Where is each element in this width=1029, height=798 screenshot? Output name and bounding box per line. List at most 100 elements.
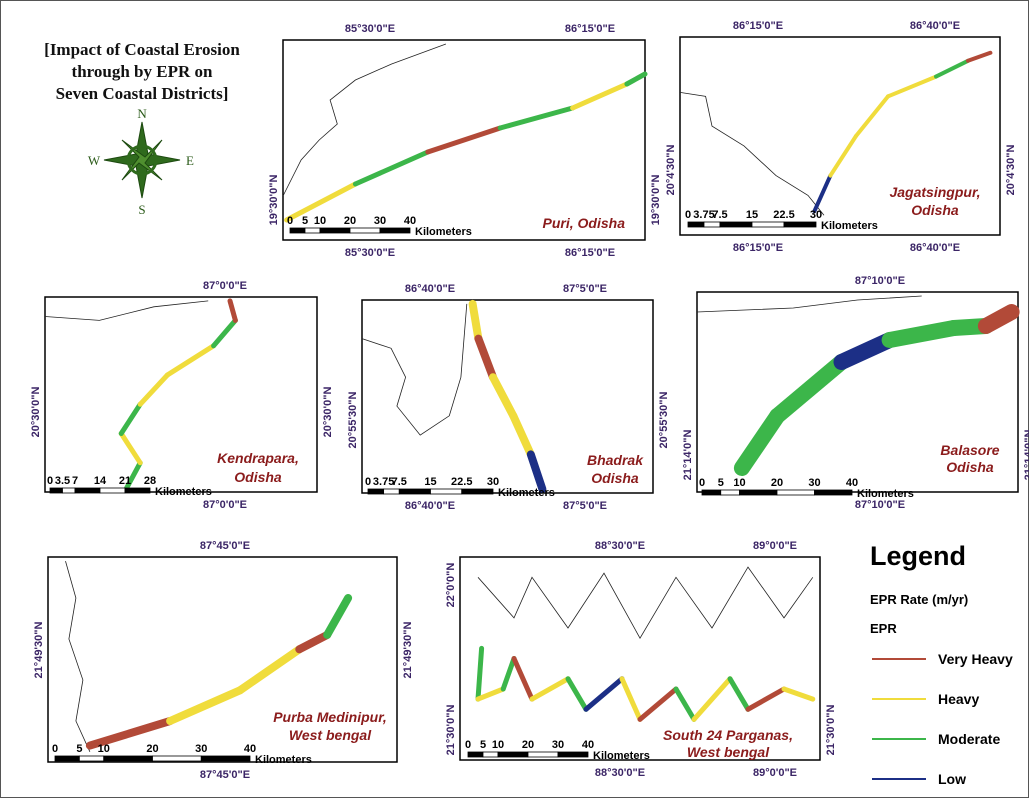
scale-label: 0 [365,476,371,488]
scale-bar-segment [688,222,704,227]
longitude-label: 87°5'0"E [563,500,607,512]
latitude-label: 21°30'0"N [825,705,837,756]
legend-title: Legend [870,541,966,571]
scale-bar-segment [125,488,150,493]
map-panel: 87°45'0"E87°45'0"E21°49'30"N21°49'30"N05… [33,540,414,781]
scale-bar-segment [305,228,320,233]
scale-label: 3.5 [55,475,70,487]
longitude-label: 85°30'0"E [345,23,395,35]
longitude-label: 86°40'0"E [910,242,960,254]
scale-label: 7 [72,475,78,487]
district-name: Puri, Odisha [543,215,626,231]
longitude-label: 88°30'0"E [595,540,645,552]
map-panel: 88°30'0"E89°0'0"E88°30'0"E89°0'0"E22°0'0… [445,540,837,779]
legend-label: Very Heavy [938,651,1013,667]
district-name: Bhadrak [587,452,644,468]
map-panel: 87°0'0"E87°0'0"E20°30'0"N20°30'0"N03.571… [30,280,334,511]
scale-bar-segment [431,489,462,494]
scale-bar-segment [702,490,721,495]
scale-label: 0 [287,215,293,227]
longitude-label: 86°40'0"E [405,283,455,295]
scale-label: 20 [771,477,783,489]
district-name: West bengal [289,727,372,743]
scale-label: 0 [465,739,471,751]
scale-bar-segment [290,228,305,233]
scale-bar-segment [399,489,430,494]
district-name: Odisha [591,470,639,486]
scale-bar-segment [528,752,558,757]
latitude-label: 21°30'0"N [445,705,457,756]
compass-label: N [137,106,147,121]
scale-unit: Kilometers [821,220,878,232]
scale-bar-segment [368,489,384,494]
latitude-label: 20°55'30"N [347,392,359,449]
scale-unit: Kilometers [857,488,914,500]
latitude-label: 20°4'30"N [665,145,677,196]
scale-bar-segment [721,490,740,495]
longitude-label: 86°15'0"E [565,247,615,259]
legend-label: Moderate [938,731,1000,747]
district-name: Balasore [940,442,999,458]
district-name: Odisha [911,202,959,218]
scale-unit: Kilometers [155,486,212,498]
latitude-label: 20°30'0"N [322,387,334,438]
scale-label: 30 [195,743,207,755]
scale-bar-segment [104,756,153,761]
scale-bar-segment [201,756,250,761]
scale-bar-segment [384,489,400,494]
scale-bar-segment [784,222,816,227]
scale-bar-segment [704,222,720,227]
longitude-label: 87°10'0"E [855,499,905,511]
legend-label: Low [938,771,966,787]
scale-bar-segment [815,490,853,495]
scale-unit: Kilometers [255,754,312,766]
scale-bar-segment [468,752,483,757]
longitude-label: 89°0'0"E [753,540,797,552]
scale-label: 0 [52,743,58,755]
scale-label: 20 [344,215,356,227]
map-figure: [Impact of Coastal Erosion through by EP… [0,0,1029,798]
scale-label: 10 [314,215,326,227]
longitude-label: 87°45'0"E [200,769,250,781]
scale-bar-segment [55,756,79,761]
scale-label: 22.5 [773,209,794,221]
longitude-label: 86°15'0"E [733,20,783,32]
latitude-label: 20°30'0"N [30,387,42,438]
compass-label: S [138,202,145,217]
scale-label: 10 [733,477,745,489]
legend-label: Heavy [938,691,979,707]
district-name: Odisha [234,469,282,485]
latitude-label: 21°14'0"N [1023,430,1029,481]
latitude-label: 19°30'0"N [268,175,280,226]
scale-label: 21 [119,475,131,487]
scale-label: 5 [76,743,82,755]
scale-label: 0 [685,209,691,221]
scale-bar-segment [75,488,100,493]
scale-label: 15 [424,476,436,488]
longitude-label: 86°15'0"E [565,23,615,35]
scale-bar-segment [498,752,528,757]
compass-label: W [88,153,101,168]
scale-bar-segment [483,752,498,757]
longitude-label: 87°0'0"E [203,280,247,292]
scale-bar-segment [50,488,63,493]
scale-bar-segment [350,228,380,233]
scale-label: 10 [98,743,110,755]
scale-label: 22.5 [451,476,472,488]
map-panel: 86°15'0"E86°40'0"E86°15'0"E86°40'0"E20°4… [665,20,1017,254]
scale-unit: Kilometers [415,226,472,238]
scale-label: 15 [746,209,758,221]
district-name: South 24 Parganas, [663,727,793,743]
scale-label: 30 [374,215,386,227]
district-name: Jagatsingpur, [889,184,980,200]
scale-bar-segment [558,752,588,757]
scale-label: 0 [47,475,53,487]
longitude-label: 88°30'0"E [595,767,645,779]
legend-field: EPR [870,621,897,636]
district-name: Purba Medinipur, [273,709,387,725]
scale-bar-segment [777,490,815,495]
latitude-label: 21°14'0"N [682,430,694,481]
scale-label: 7.5 [712,209,727,221]
